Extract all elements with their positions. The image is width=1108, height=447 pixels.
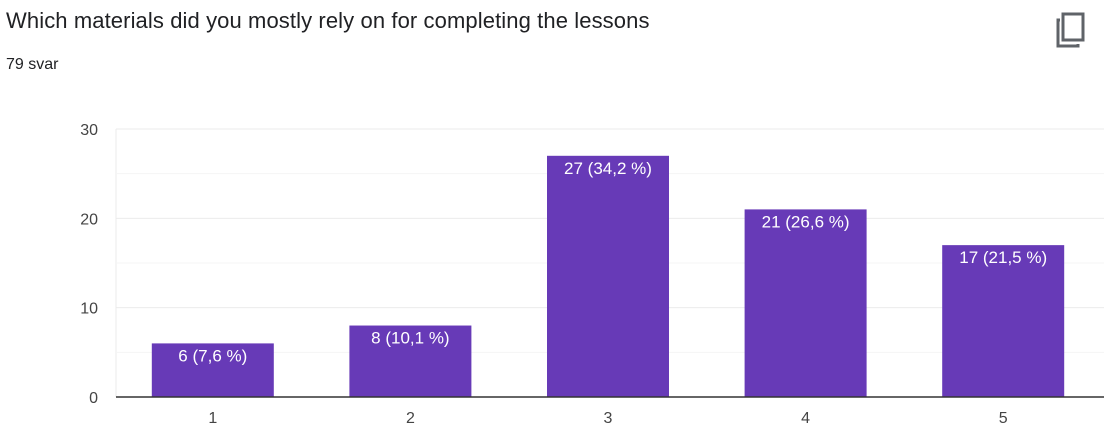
y-tick-label: 30 xyxy=(80,122,98,139)
bar-data-label: 21 (26,6 %) xyxy=(762,212,850,231)
bar-data-label: 17 (21,5 %) xyxy=(959,248,1047,267)
bar[interactable] xyxy=(744,209,867,397)
bar[interactable] xyxy=(942,245,1065,397)
bar[interactable] xyxy=(151,343,274,397)
y-tick-label: 20 xyxy=(80,211,98,228)
bar-data-label: 6 (7,6 %) xyxy=(178,346,247,365)
response-count: 79 svar xyxy=(6,56,59,73)
bar[interactable] xyxy=(349,325,472,397)
y-tick-label: 10 xyxy=(80,301,98,318)
x-tick-label: 1 xyxy=(208,410,217,427)
copy-icon[interactable] xyxy=(1048,10,1088,50)
y-tick-label: 0 xyxy=(89,390,98,407)
x-tick-label: 5 xyxy=(999,410,1008,427)
chart-title: Which materials did you mostly rely on f… xyxy=(6,8,650,33)
bars: 6 (7,6 %) 8 (10,1 %) 27 (34,2 %) 21 (26,6 %… xyxy=(151,155,1065,397)
x-tick-label: 2 xyxy=(406,410,415,427)
axes: 0 10 20 30 1 2 3 4 5 xyxy=(80,122,1104,427)
bar[interactable] xyxy=(547,155,669,397)
x-tick-label: 4 xyxy=(801,410,810,427)
x-tick-label: 3 xyxy=(604,410,613,427)
bar-data-label: 27 (34,2 %) xyxy=(564,159,652,178)
bar-data-label: 8 (10,1 %) xyxy=(371,329,449,348)
